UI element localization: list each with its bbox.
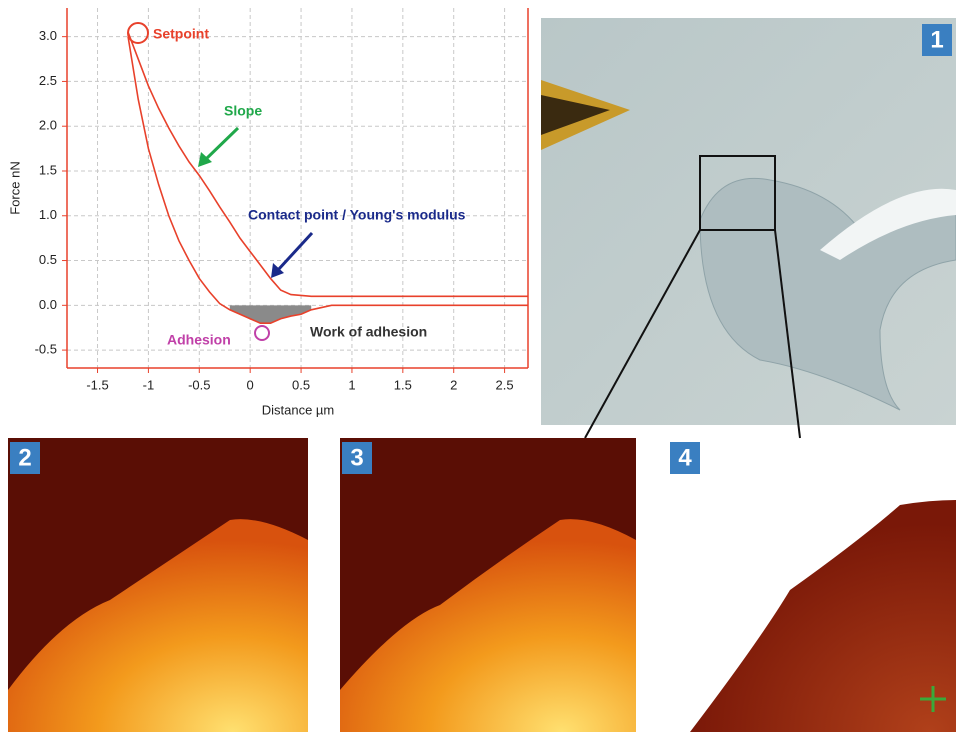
annotation: Setpoint: [153, 26, 209, 42]
y-tick-label: 2.0: [39, 118, 57, 133]
x-tick-label: 2: [450, 377, 457, 392]
x-tick-label: 2.5: [496, 377, 514, 392]
plot: -1.5 -1 -0.5 0 0.5 1 1.5 2 2.5 -0.5 0.0 0.5 1.0 1.5 2.…: [35, 8, 528, 392]
afm-cell: [690, 500, 956, 732]
annotation: Contact point / Young's modulus: [248, 207, 466, 223]
arrow: [278, 233, 312, 270]
x-tick-label: 1.5: [394, 377, 412, 392]
figure: 1 2 3 4 Distance µm Force nN -1.5 -1 -0.5 0…: [0, 0, 956, 732]
y-tick-label: 1.0: [39, 207, 57, 222]
annotation: Adhesion: [167, 332, 231, 348]
panel-label: 3: [350, 444, 363, 471]
panel-label: 2: [18, 444, 31, 471]
x-tick-label: -0.5: [188, 377, 210, 392]
x-tick-label: -1: [143, 377, 155, 392]
annotation: Slope: [224, 103, 262, 119]
x-axis-title: Distance µm: [262, 402, 335, 417]
x-tick-label: 0: [247, 377, 254, 392]
curve: [128, 37, 528, 324]
y-tick-label: 0.0: [39, 297, 57, 312]
page: {"chart_data": {"type": "line", "xlabel"…: [0, 0, 956, 732]
panel-label: 1: [930, 26, 943, 53]
x-tick-label: 0.5: [292, 377, 310, 392]
panel-label: 4: [678, 444, 692, 471]
setpoint-circle: [128, 23, 148, 43]
arrow: [205, 128, 238, 160]
x-tick-label: -1.5: [86, 377, 108, 392]
y-tick-label: 0.5: [39, 252, 57, 267]
adhesion-circle: [255, 326, 269, 340]
y-tick-label: -0.5: [35, 342, 57, 357]
y-axis-title: Force nN: [7, 161, 22, 214]
y-tick-label: 2.5: [39, 73, 57, 88]
y-tick-label: 3.0: [39, 28, 57, 43]
annotation: Work of adhesion: [310, 324, 427, 340]
y-tick-label: 1.5: [39, 162, 57, 177]
x-tick-label: 1: [348, 377, 355, 392]
